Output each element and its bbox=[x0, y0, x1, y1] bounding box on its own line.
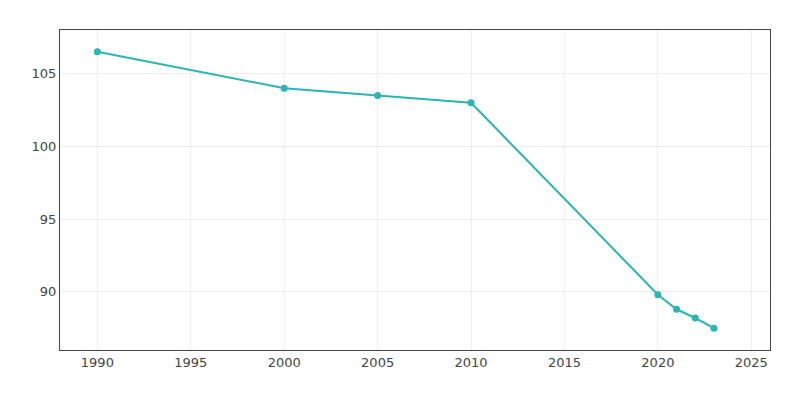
svg-text:100: 100 bbox=[32, 139, 57, 154]
svg-text:2010: 2010 bbox=[455, 355, 488, 370]
svg-text:1990: 1990 bbox=[81, 355, 114, 370]
svg-text:2025: 2025 bbox=[735, 355, 768, 370]
svg-text:95: 95 bbox=[40, 212, 57, 227]
svg-text:2020: 2020 bbox=[641, 355, 674, 370]
svg-text:2015: 2015 bbox=[548, 355, 581, 370]
svg-text:2000: 2000 bbox=[268, 355, 301, 370]
svg-text:1995: 1995 bbox=[174, 355, 207, 370]
svg-text:90: 90 bbox=[40, 284, 57, 299]
svg-text:2005: 2005 bbox=[361, 355, 394, 370]
svg-text:105: 105 bbox=[32, 66, 57, 81]
